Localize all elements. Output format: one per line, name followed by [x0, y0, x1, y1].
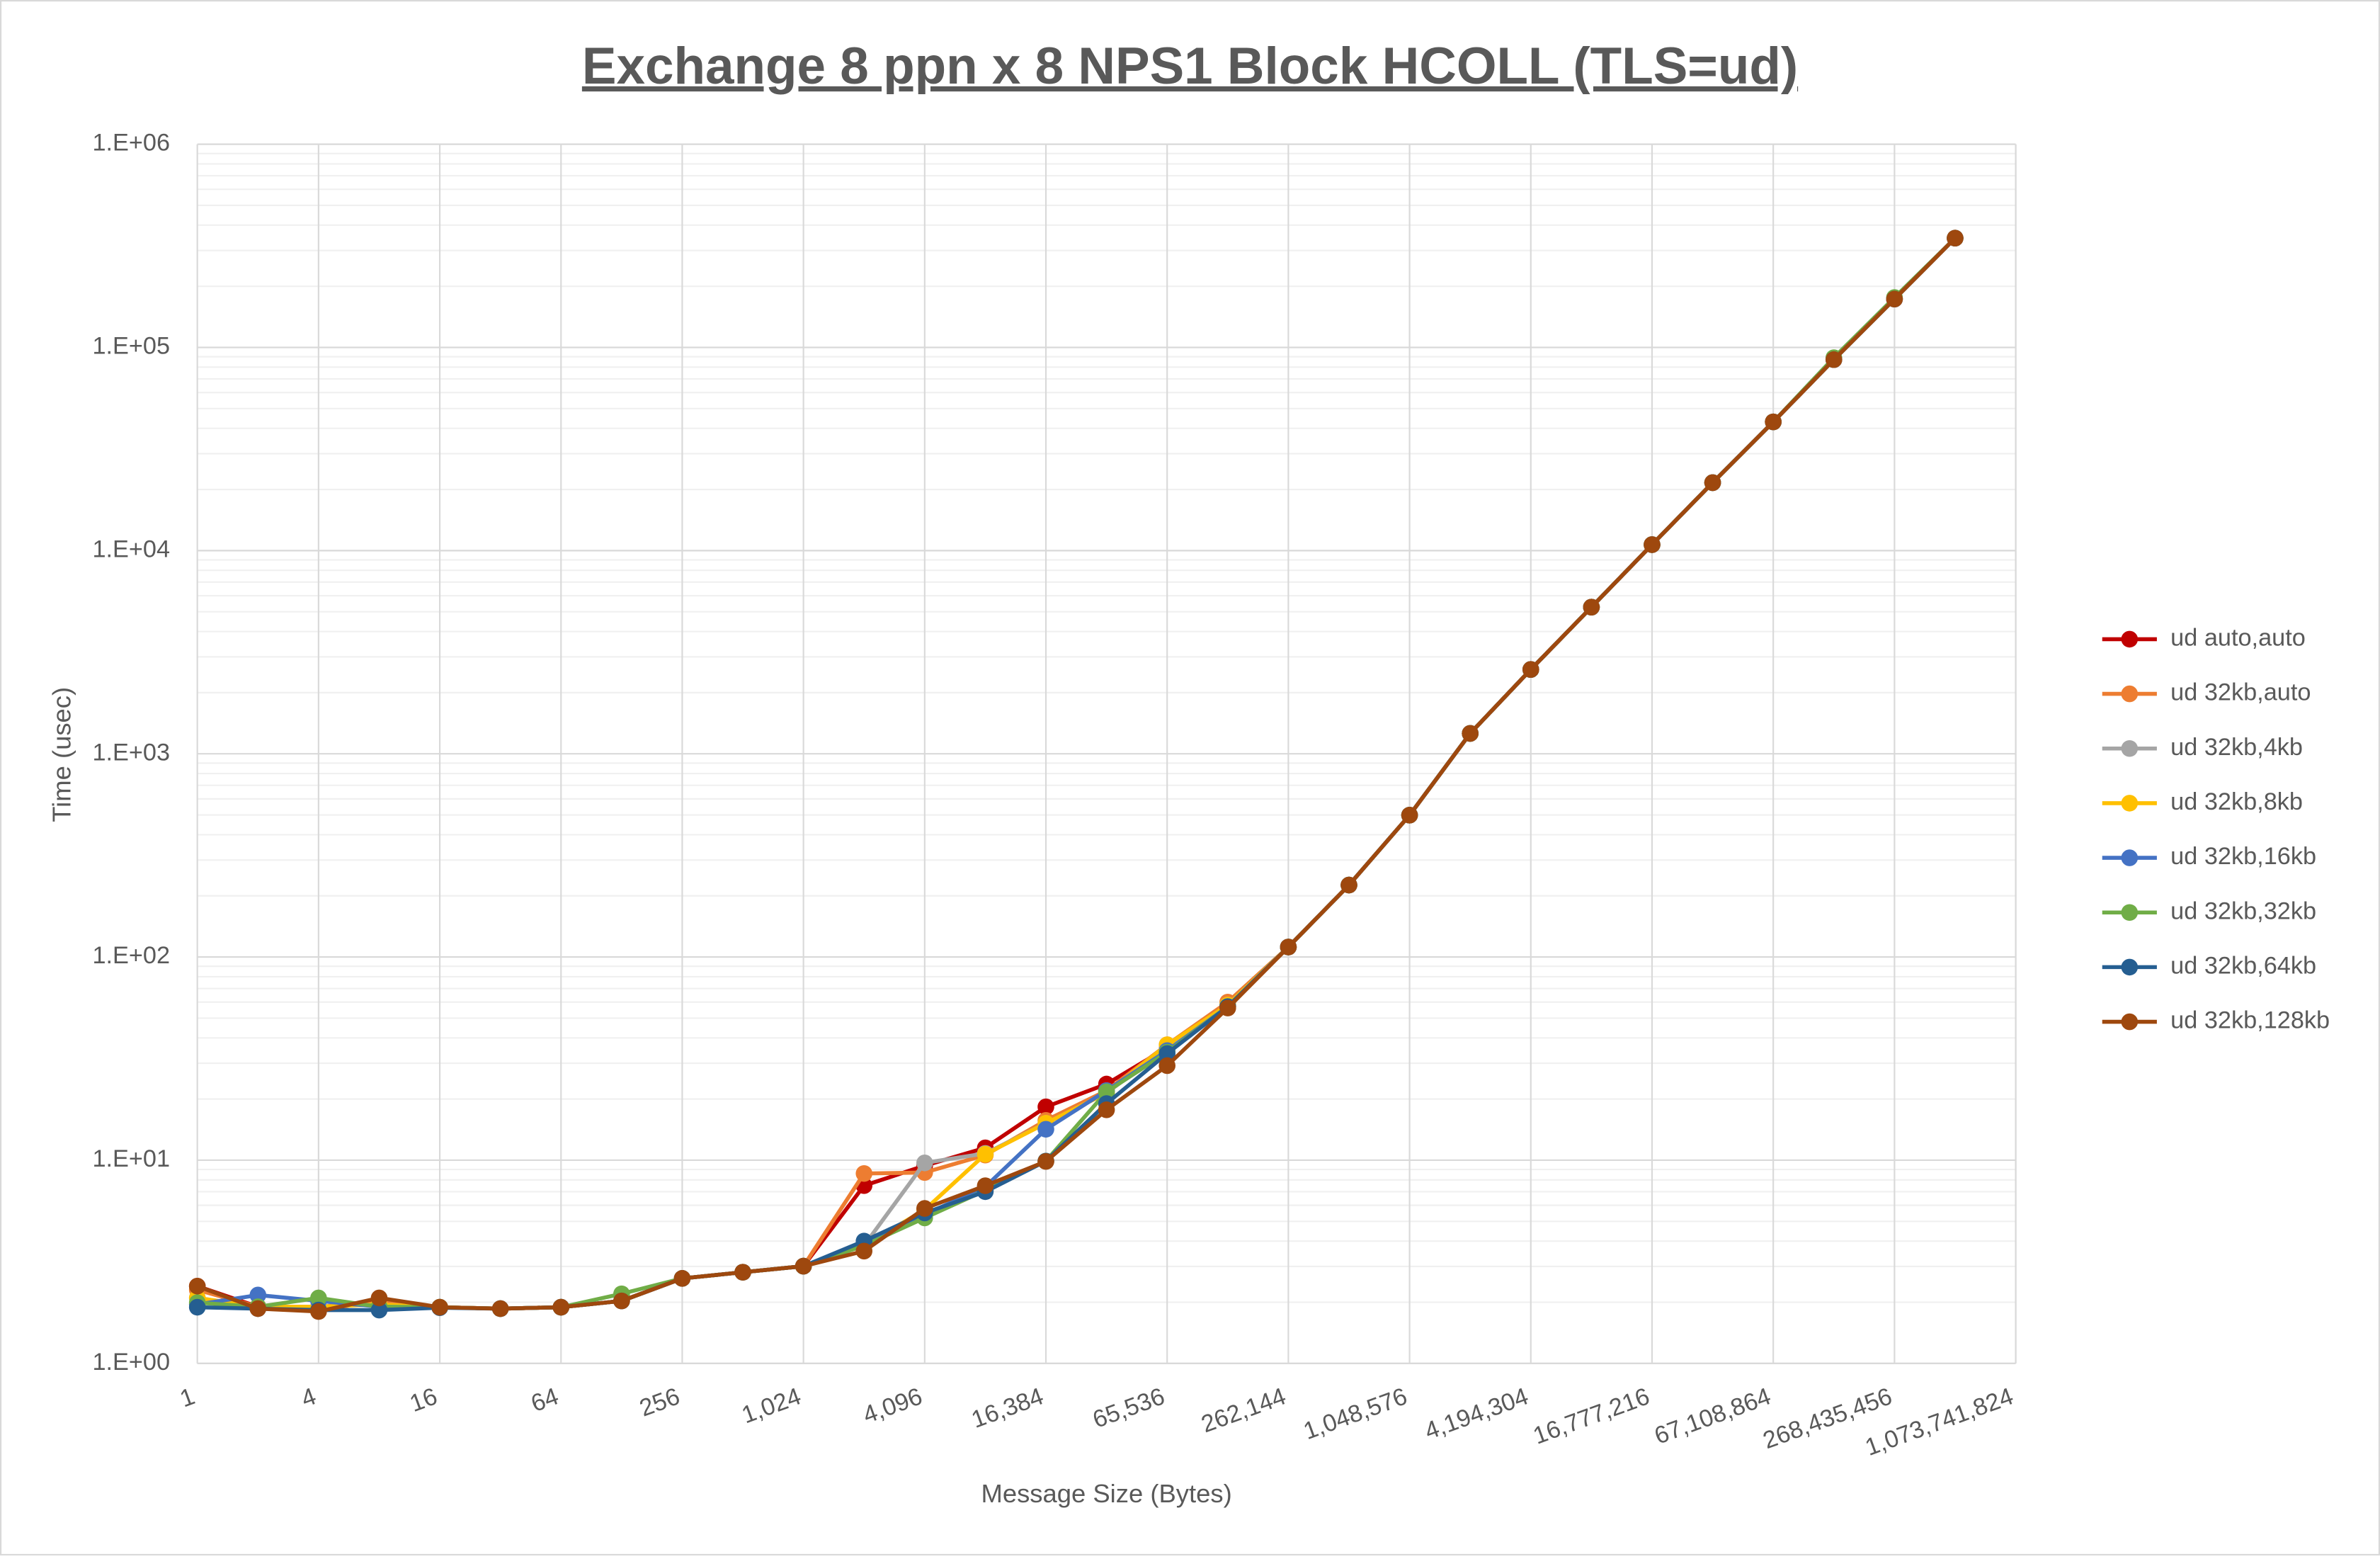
data-point [1583, 599, 1600, 616]
data-point [1340, 876, 1357, 894]
legend-label: ud 32kb,16kb [2170, 843, 2316, 870]
legend-marker [2121, 904, 2139, 922]
y-tick-label: 1.E+03 [92, 739, 170, 766]
data-point [310, 1303, 327, 1320]
data-point [795, 1257, 812, 1275]
data-point [249, 1300, 267, 1317]
y-tick-label: 1.E+06 [92, 130, 170, 157]
data-point [370, 1289, 388, 1307]
data-point [613, 1292, 630, 1310]
data-point [552, 1298, 570, 1316]
data-point [370, 1301, 388, 1319]
y-tick-label: 1.E+02 [92, 942, 170, 969]
data-point [977, 1145, 994, 1163]
data-point [1037, 1121, 1054, 1138]
y-tick-label: 1.E+05 [92, 333, 170, 360]
data-point [734, 1264, 751, 1281]
data-point [1219, 999, 1236, 1016]
data-point [673, 1270, 691, 1287]
legend-marker [2121, 685, 2139, 703]
data-point [1704, 474, 1721, 492]
legend-marker [2121, 1013, 2139, 1031]
legend-label: ud 32kb,auto [2170, 679, 2311, 706]
legend-marker [2121, 958, 2139, 976]
legend-marker [2121, 849, 2139, 866]
data-point [431, 1298, 448, 1316]
data-point [1462, 725, 1479, 742]
data-point [1037, 1098, 1054, 1116]
data-point [855, 1164, 873, 1182]
legend-label: ud auto,auto [2170, 624, 2306, 651]
data-point [1644, 536, 1661, 553]
data-point [1037, 1152, 1054, 1170]
data-point [1158, 1045, 1175, 1062]
data-point [1401, 807, 1418, 824]
data-point [1098, 1083, 1115, 1101]
data-point [310, 1289, 327, 1307]
data-point [1825, 351, 1843, 368]
y-tick-label: 1.E+01 [92, 1145, 170, 1172]
legend-label: ud 32kb,64kb [2170, 952, 2316, 979]
data-point [249, 1286, 267, 1304]
legend-marker [2121, 739, 2139, 757]
x-axis-label: Message Size (Bytes) [981, 1479, 1231, 1508]
data-point [977, 1177, 994, 1194]
data-point [916, 1200, 933, 1217]
legend-label: ud 32kb,32kb [2170, 897, 2316, 924]
chart-title: Exchange 8 ppn x 8 NPS1 Block HCOLL (TLS… [582, 38, 1798, 95]
data-point [1280, 939, 1297, 956]
series [188, 229, 1964, 1320]
data-point [1158, 1057, 1175, 1075]
y-tick-label: 1.E+00 [92, 1349, 170, 1376]
series-line [196, 237, 1957, 1314]
y-axis-label: Time (usec) [47, 687, 76, 822]
legend-marker [2121, 630, 2139, 648]
legend-marker [2121, 795, 2139, 812]
data-point [855, 1242, 873, 1260]
data-point [916, 1154, 933, 1172]
data-point [188, 1298, 206, 1316]
legend-label: ud 32kb,8kb [2170, 788, 2303, 815]
y-tick-label: 1.E+04 [92, 535, 170, 562]
legend-label: ud 32kb,4kb [2170, 734, 2303, 761]
data-point [491, 1300, 509, 1317]
data-point [1765, 413, 1782, 431]
data-point [188, 1277, 206, 1295]
data-point [1522, 661, 1539, 678]
data-point [1098, 1101, 1115, 1118]
data-point [1886, 290, 1903, 308]
data-point [1947, 229, 1964, 247]
legend-label: ud 32kb,128kb [2170, 1007, 2330, 1034]
